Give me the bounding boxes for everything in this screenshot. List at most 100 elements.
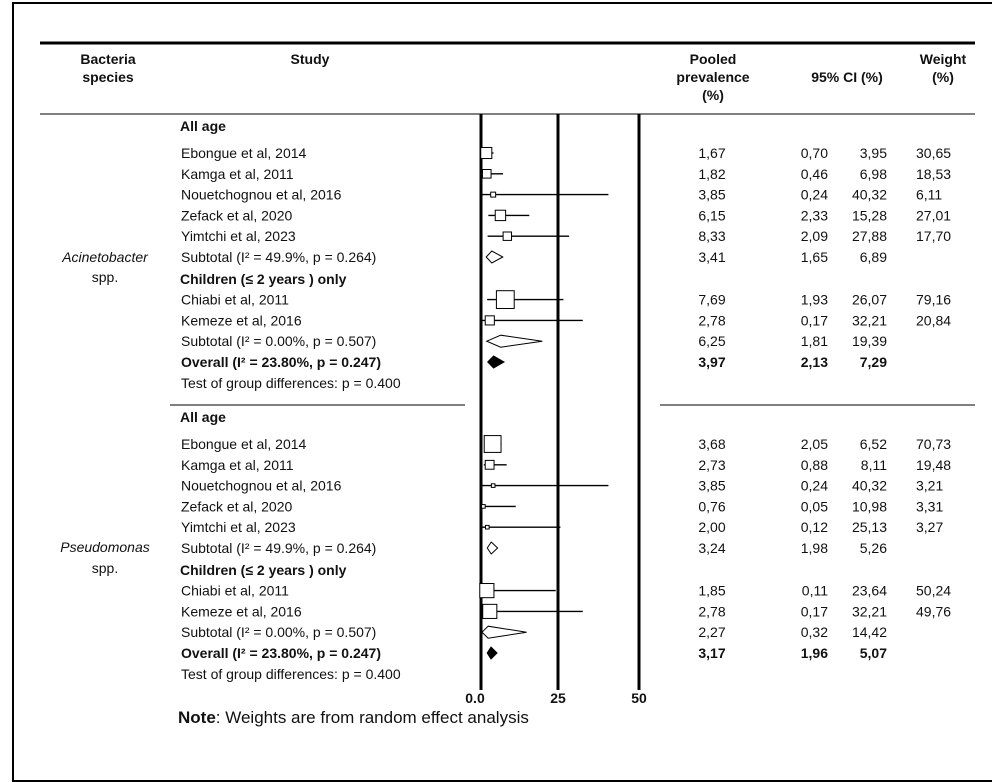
weight-value: 18,53 — [916, 166, 951, 182]
note-label: Note — [178, 708, 216, 727]
ci-lower: 1,96 — [801, 645, 828, 661]
ci-upper: 23,64 — [852, 583, 887, 599]
header-study: Study — [291, 51, 330, 67]
x-tick-label: 25 — [550, 690, 566, 706]
pooled-value: 3,85 — [698, 187, 725, 203]
species-suffix: spp. — [92, 560, 118, 576]
pooled-value: 3,24 — [698, 540, 725, 556]
study-estimate-box — [484, 315, 495, 326]
study-label: Zefack et al, 2020 — [181, 207, 293, 223]
pooled-value: 1,67 — [698, 145, 725, 161]
subtotal-label: Subtotal (I² = 49.9%, p = 0.264) — [181, 540, 376, 556]
ci-lower: 2,13 — [801, 354, 828, 370]
header-ci: 95% CI (%) — [811, 69, 883, 85]
pooled-value: 3,41 — [698, 249, 725, 265]
ci-upper: 26,07 — [852, 292, 887, 308]
ci-lower: 0,17 — [801, 603, 828, 619]
subgroup-header: Children (≤ 2 years ) only — [180, 271, 347, 287]
x-tick-label: 50 — [631, 690, 647, 706]
ci-lower: 1,65 — [801, 249, 828, 265]
ci-upper: 19,39 — [852, 333, 887, 349]
subtotal-label: Subtotal (I² = 0.00%, p = 0.507) — [181, 624, 376, 640]
ci-upper: 40,32 — [852, 187, 887, 203]
subtotal-diamond — [485, 334, 543, 348]
ci-upper: 5,26 — [860, 540, 887, 556]
subgroup-header: Children (≤ 2 years ) only — [180, 562, 347, 578]
study-estimate-box — [481, 504, 486, 509]
study-label: Chiabi et al, 2011 — [181, 292, 289, 308]
weights-note: Note: Weights are from random effect ana… — [178, 708, 529, 728]
ci-upper: 25,13 — [852, 519, 887, 535]
test-label: Test of group differences: p = 0.400 — [181, 666, 401, 682]
pooled-value: 3,97 — [698, 354, 725, 370]
ci-upper: 40,32 — [852, 478, 887, 494]
ci-lower: 0,11 — [802, 583, 828, 599]
pooled-value: 6,25 — [698, 333, 725, 349]
study-estimate-box — [490, 191, 497, 198]
ci-lower: 0,70 — [801, 145, 828, 161]
ci-upper: 6,98 — [860, 166, 887, 182]
forest-plot: Bacteria species Study Pooled prevalence… — [40, 41, 975, 706]
test-label: Test of group differences: p = 0.400 — [181, 375, 401, 391]
pooled-value: 3,17 — [698, 645, 725, 661]
subgroup-header: All age — [180, 409, 226, 425]
species-name: Acinetobacter — [61, 249, 149, 265]
subtotal-diamond — [486, 541, 499, 555]
ci-lower: 2,05 — [801, 436, 828, 452]
ci-lower: 1,93 — [801, 292, 828, 308]
study-label: Kemeze et al, 2016 — [181, 312, 302, 328]
ci-upper: 32,21 — [852, 603, 887, 619]
header-pooled-line2: prevalence — [676, 69, 749, 85]
weight-value: 6,11 — [916, 187, 942, 203]
pooled-value: 2,73 — [698, 457, 725, 473]
header-species-line1: Bacteria — [80, 51, 135, 67]
weight-value: 20,84 — [916, 312, 951, 328]
weight-value: 3,31 — [916, 498, 943, 514]
study-label: Kemeze et al, 2016 — [181, 603, 302, 619]
study-label: Yimtchi et al, 2023 — [181, 228, 296, 244]
study-estimate-box — [502, 231, 513, 241]
pooled-value: 2,00 — [698, 519, 725, 535]
ci-upper: 27,88 — [852, 228, 887, 244]
header-pooled-line3: (%) — [702, 87, 724, 103]
subtotal-diamond — [481, 625, 527, 639]
study-label: Zefack et al, 2020 — [181, 498, 293, 514]
ci-lower: 0,12 — [801, 519, 828, 535]
study-label: Yimtchi et al, 2023 — [181, 519, 296, 535]
pooled-value: 2,78 — [698, 312, 725, 328]
species-name: Pseudomonas — [60, 539, 150, 555]
pooled-value: 2,78 — [698, 603, 725, 619]
ci-upper: 10,98 — [852, 498, 887, 514]
pooled-value: 7,69 — [698, 292, 725, 308]
ci-lower: 0,32 — [801, 624, 828, 640]
ci-upper: 3,95 — [860, 145, 887, 161]
header-weight-line1: Weight — [920, 51, 967, 67]
species-suffix: spp. — [92, 269, 118, 285]
ci-lower: 1,81 — [801, 333, 828, 349]
study-estimate-box — [495, 290, 515, 309]
weight-value: 3,27 — [916, 519, 943, 535]
ci-upper: 7,29 — [860, 354, 887, 370]
ci-lower: 1,98 — [801, 540, 828, 556]
study-label: Kamga et al, 2011 — [181, 457, 294, 473]
ci-upper: 6,52 — [860, 436, 887, 452]
study-label: Nouetchognou et al, 2016 — [181, 187, 342, 203]
ci-lower: 0,88 — [801, 457, 828, 473]
study-label: Kamga et al, 2011 — [181, 166, 294, 182]
pooled-value: 3,85 — [698, 478, 725, 494]
pooled-value: 6,15 — [698, 207, 725, 223]
header-species-line2: species — [82, 69, 134, 85]
weight-value: 27,01 — [916, 207, 951, 223]
header-pooled-line1: Pooled — [690, 51, 737, 67]
overall-diamond — [486, 646, 498, 660]
overall-label: Overall (I² = 23.80%, p = 0.247) — [181, 645, 381, 661]
weight-value: 19,48 — [916, 457, 951, 473]
pooled-value: 8,33 — [698, 228, 725, 244]
weight-value: 3,21 — [916, 478, 943, 494]
weight-value: 70,73 — [916, 436, 951, 452]
header-weight-line2: (%) — [932, 69, 954, 85]
study-label: Ebongue et al, 2014 — [181, 145, 307, 161]
study-estimate-box — [482, 603, 498, 619]
study-estimate-box — [485, 524, 490, 530]
study-label: Chiabi et al, 2011 — [181, 583, 289, 599]
